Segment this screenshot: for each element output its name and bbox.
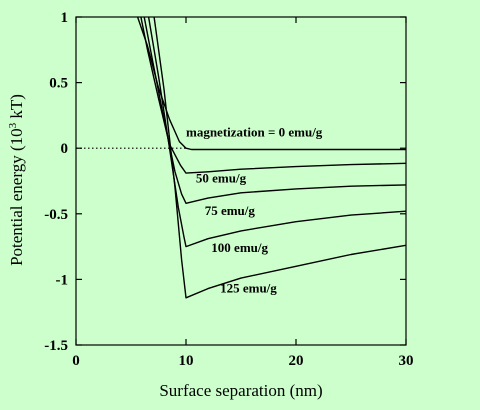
- y-tick-label-3: -0.5: [44, 207, 68, 223]
- series-line-0: [136, 17, 406, 151]
- y-tick-label-5: -1.5: [44, 338, 68, 354]
- series-annotation-0: magnetization = 0 emu/g: [186, 124, 323, 139]
- series-line-2: [143, 17, 406, 204]
- annotations-group: magnetization = 0 emu/g 50 emu/g 75 emu/g 1…: [186, 124, 323, 295]
- plot-frame: [75, 16, 407, 346]
- x-tick-label-1: 10: [179, 353, 194, 369]
- curves-group: [76, 17, 406, 299]
- y-tick-label-0: 1: [61, 10, 69, 26]
- x-tick-label-0: 0: [72, 353, 80, 369]
- series-line-1: [140, 17, 406, 174]
- series-annotation-2: 75 emu/g: [205, 203, 256, 218]
- y-axis-title-superscript: 3: [7, 122, 19, 128]
- series-annotation-1: 50 emu/g: [196, 170, 247, 185]
- y-tick-label-4: -1: [56, 272, 69, 288]
- series-line-3: [147, 17, 406, 248]
- y-tick-label-2: 0: [61, 141, 69, 157]
- series-line-4: [153, 17, 406, 299]
- series-annotation-3: 100 emu/g: [211, 240, 268, 255]
- x-axis-title: Surface separation (nm): [159, 381, 322, 400]
- x-tick-label-2: 20: [289, 353, 304, 369]
- x-tick-label-3: 30: [399, 353, 414, 369]
- y-tick-label-1: 0.5: [49, 76, 68, 92]
- y-axis-title: Potential energy (103 kT): [7, 94, 26, 266]
- ticks-group: 0 10 20 30 1 0.5 0 -0.5 -1 -1.5: [44, 10, 413, 369]
- series-annotation-4: 125 emu/g: [220, 281, 277, 296]
